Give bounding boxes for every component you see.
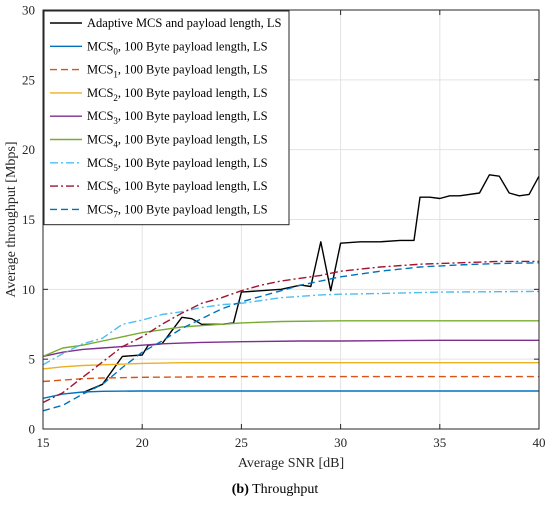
series-line-6	[42, 290, 540, 366]
legend-label-2: MCS1, 100 Byte payload length, LS	[87, 63, 268, 80]
y-tick-label: 10	[22, 282, 35, 297]
series-line-2	[42, 375, 539, 383]
y-tick-label: 30	[22, 3, 35, 18]
y-tick-label: 25	[22, 72, 35, 87]
x-tick-label: 20	[136, 435, 149, 450]
legend-label-0: Adaptive MCS and payload length, LS	[87, 16, 281, 30]
series-line-4	[42, 339, 539, 358]
legend: Adaptive MCS and payload length, LS MCS0,…	[43, 10, 290, 226]
y-tick-label: 5	[29, 352, 36, 367]
series-line-0	[82, 174, 540, 394]
caption-text: Throughput	[252, 482, 319, 497]
series-line-3	[42, 362, 539, 370]
throughput-chart: 15 20 25 30 35 40 0 5 10 15 20 25 30 Average SNR [dB…	[4, 3, 546, 472]
x-tick-label: 15	[37, 435, 50, 450]
x-tick-label: 25	[235, 435, 248, 450]
legend-label-4: MCS3, 100 Byte payload length, LS	[87, 109, 268, 126]
legend-label-6: MCS5, 100 Byte payload length, LS	[87, 156, 268, 173]
y-tick-label: 0	[29, 422, 36, 437]
figure-caption: (b) Throughput	[0, 482, 550, 498]
y-tick-label: 20	[22, 142, 35, 157]
x-tick-label: 30	[334, 435, 347, 450]
series-line-1	[42, 390, 539, 399]
legend-label-7: MCS6, 100 Byte payload length, LS	[87, 179, 268, 196]
legend-label-3: MCS2, 100 Byte payload length, LS	[87, 86, 268, 103]
ticks: 15 20 25 30 35 40 0 5 10 15 20 25 30	[22, 3, 546, 451]
legend-label-8: MCS7, 100 Byte payload length, LS	[87, 202, 268, 219]
legend-box	[43, 10, 290, 226]
series-line-8	[42, 262, 540, 412]
y-axis-label: Average throughput [Mbps]	[4, 141, 19, 297]
x-axis-label: Average SNR [dB]	[238, 456, 344, 471]
series-lines	[42, 174, 540, 412]
series-line-7	[42, 260, 539, 404]
legend-label-1: MCS0, 100 Byte payload length, LS	[87, 39, 268, 56]
y-tick-label: 15	[22, 212, 35, 227]
x-tick-label: 35	[433, 435, 446, 450]
caption-letter: (b)	[231, 482, 249, 497]
x-tick-label: 40	[533, 435, 546, 450]
legend-label-5: MCS4, 100 Byte payload length, LS	[87, 133, 268, 150]
series-line-5	[42, 320, 539, 358]
